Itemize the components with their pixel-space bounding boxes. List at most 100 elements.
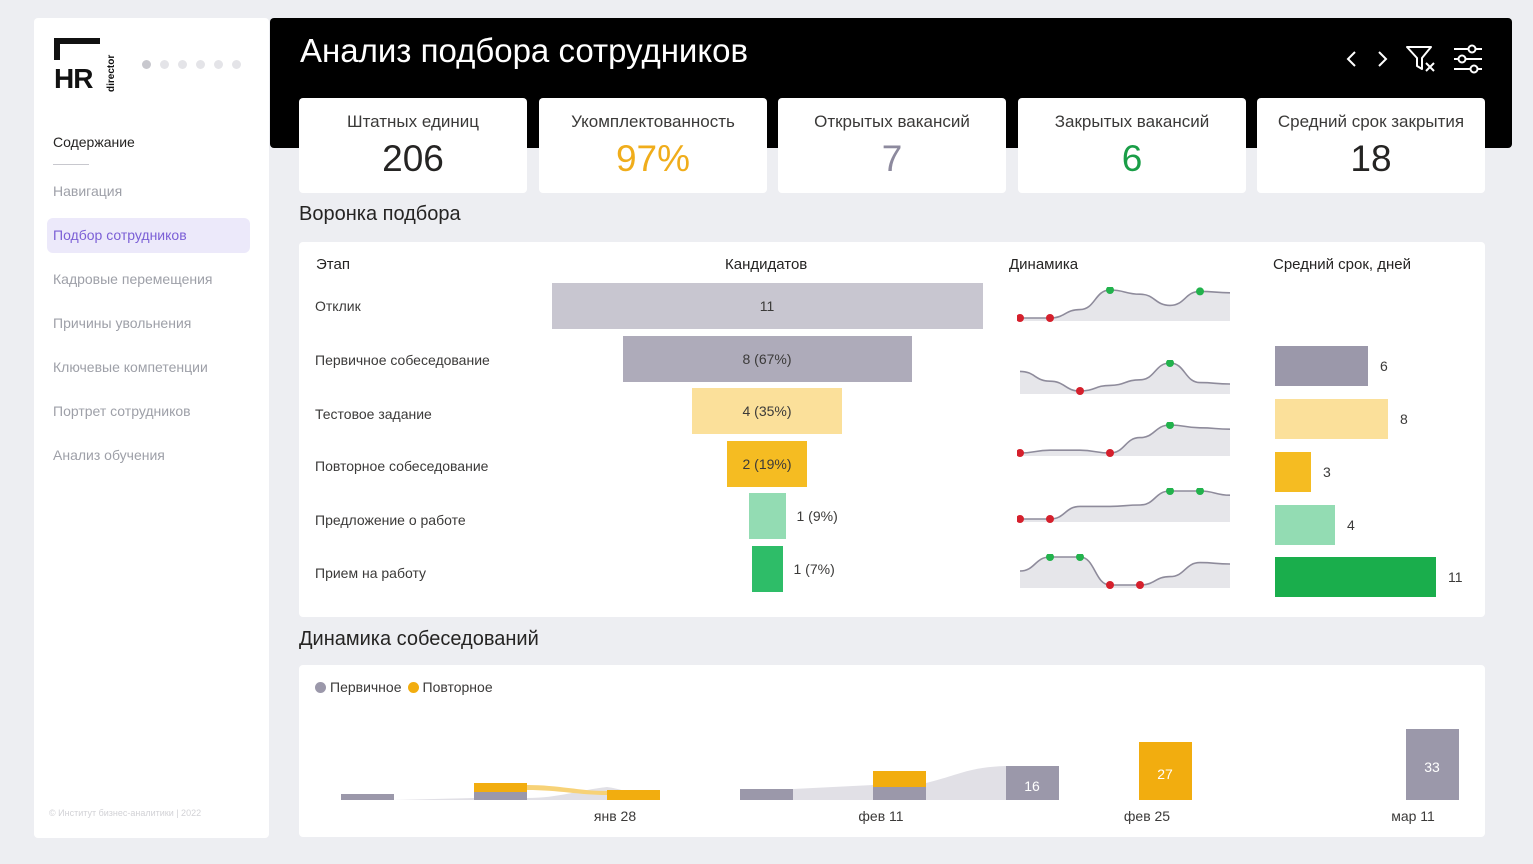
stage-label: Повторное собеседование [315,458,489,474]
interviews-panel: Первичное Повторное 16 27 33 янв 28 фев 11 фе… [299,665,1485,837]
stage-label: Предложение о работе [315,512,466,528]
kpi-value: 206 [382,138,444,179]
chevron-right-icon[interactable] [1374,47,1390,71]
sparkline [1017,488,1231,523]
sparkline-min-point [1076,387,1084,395]
nav-item-employee-portrait[interactable]: Портрет сотрудников [53,403,191,419]
kpi-card-staff-units: Штатных единиц 206 [299,98,527,193]
avg-days-bar[interactable] [1275,505,1335,545]
flow-ribbon-repeat [527,785,607,795]
bar-primary [341,794,394,800]
funnel-bar[interactable]: 4 (35%) [692,388,842,434]
sparkline-min-point [1017,515,1024,523]
funnel-bar[interactable] [748,493,786,539]
sparkline [1017,422,1231,457]
sparkline [1019,360,1231,395]
kpi-card-staffing-level: Укомплектованность 97% [539,98,767,193]
legend-label: Первичное [330,679,402,695]
kpi-label: Закрытых вакансий [1054,112,1210,131]
avg-days-bar[interactable] [1275,399,1388,439]
kpi-label: Средний срок закрытия [1277,112,1465,131]
avg-days-bar[interactable] [1275,557,1436,597]
nav-item-dismissal-reasons[interactable]: Причины увольнения [53,315,192,331]
logo-subtext: director [106,54,117,92]
kpi-card-open-vacancies: Открытых вакансий 7 [778,98,1006,193]
kpi-label: Открытых вакансий [814,112,970,131]
x-axis-label: мар 11 [1391,808,1435,824]
page-dot[interactable] [196,60,205,69]
page-dot[interactable] [214,60,223,69]
chart-legend: Первичное Повторное [315,679,493,695]
sparkline-area [1020,363,1230,394]
sparkline-min-point [1136,581,1144,589]
page-dot[interactable] [160,60,169,69]
bar-primary [1006,766,1059,800]
bar-repeat [607,790,660,800]
x-axis-label: фев 11 [858,808,903,824]
page-title: Анализ подбора сотрудников [300,32,749,69]
clear-filter-icon[interactable] [1404,43,1438,75]
sparkline-area [1020,425,1230,456]
kpi-label: Штатных единиц [347,112,479,131]
legend-item-repeat[interactable]: Повторное [407,679,493,695]
avg-days-bar[interactable] [1275,346,1368,386]
nav-title-underline [53,164,89,165]
bar-data-label: 27 [1157,766,1173,782]
funnel-bar[interactable]: 2 (19%) [727,441,807,487]
funnel-bar-label: 1 (7%) [793,561,835,577]
column-header-stage: Этап [316,256,350,273]
nav-item-navigation[interactable]: Навигация [53,183,123,199]
sparkline-min-point [1046,515,1054,523]
sparkline-max-point [1166,360,1174,367]
bar-data-label: 16 [1024,778,1040,794]
nav-title[interactable]: Содержание [53,134,135,150]
page-dot[interactable] [232,60,241,69]
x-axis-label: янв 28 [594,808,636,824]
flow-ribbon-primary [394,787,659,800]
sparkline-min-point [1106,581,1114,589]
bar-primary [873,787,926,800]
nav-item-transfers[interactable]: Кадровые перемещения [53,271,213,287]
interviews-title: Динамика собеседований [299,628,539,650]
avg-days-bar[interactable] [1275,452,1311,492]
nav-item-competencies[interactable]: Ключевые компетенции [53,359,208,375]
funnel-bar[interactable] [751,546,783,592]
column-header-candidates: Кандидатов [725,256,808,273]
avg-days-value: 8 [1400,411,1408,427]
sparkline-line [1019,424,1231,454]
flow-ribbon-primary [793,766,1006,800]
page-dot[interactable] [178,60,187,69]
sparkline-max-point [1046,554,1054,561]
legend-item-primary[interactable]: Первичное [315,679,402,695]
nav-list: Навигация Подбор сотрудников Кадровые пе… [47,174,250,482]
legend-label: Повторное [422,679,493,695]
kpi-label: Укомплектованность [571,112,735,131]
hr-director-logo[interactable]: HR director [54,38,118,94]
funnel-bar-label: 1 (9%) [796,508,838,524]
nav-item-recruiting[interactable]: Подбор сотрудников [47,218,250,253]
nav-item-training[interactable]: Анализ обучения [53,447,165,463]
kpi-value: 18 [1350,138,1392,179]
sparkline-max-point [1196,488,1204,495]
page-dot[interactable] [142,60,151,69]
kpi-value: 7 [881,138,903,179]
bar-primary [474,792,527,800]
settings-sliders-icon[interactable] [1452,42,1484,76]
sparkline [1017,287,1231,322]
stage-label: Первичное собеседование [315,352,490,368]
funnel-bar[interactable]: 8 (67%) [622,336,912,382]
funnel-bar[interactable]: 11 [551,283,983,329]
sparkline-max-point [1196,287,1204,296]
x-axis-label: фев 25 [1124,808,1170,824]
sparkline-area [1020,557,1230,588]
funnel-bar-label: 8 (67%) [742,351,792,367]
sparkline-min-point [1017,449,1024,457]
funnel-title: Воронка подбора [299,203,461,225]
sparkline-min-point [1017,314,1024,322]
sidebar: HR director Содержание Навигация Подбор … [34,18,269,838]
legend-dot [315,681,326,693]
chevron-left-icon[interactable] [1344,47,1360,71]
stage-label: Тестовое задание [315,406,432,422]
avg-days-value: 11 [1448,569,1463,585]
kpi-card-closed-vacancies: Закрытых вакансий 6 [1018,98,1246,193]
